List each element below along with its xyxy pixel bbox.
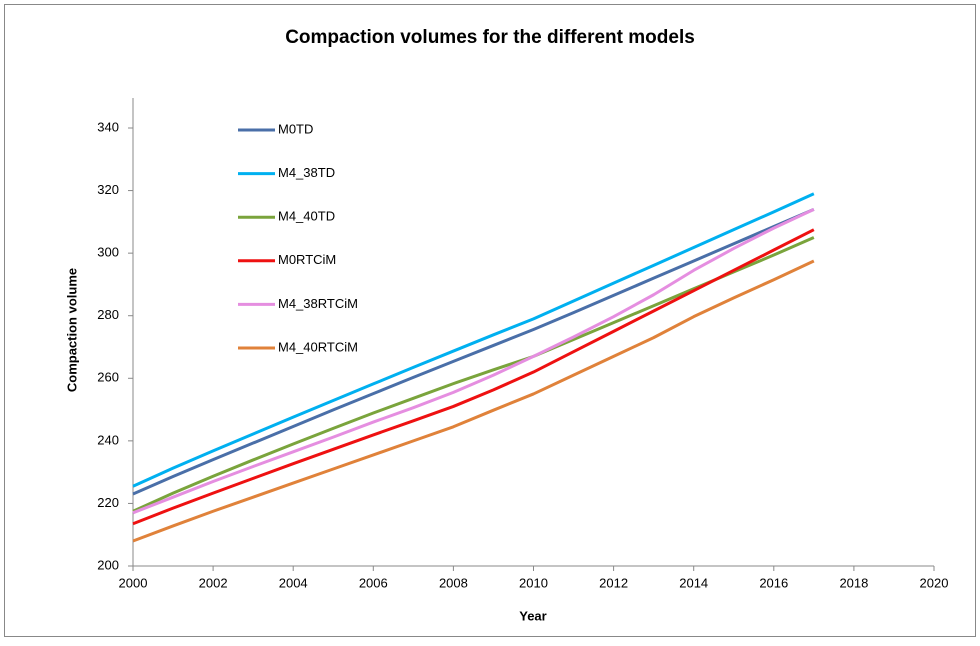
- y-tick-label: 280: [97, 307, 119, 322]
- y-tick-label: 340: [97, 119, 119, 134]
- y-tick-label: 320: [97, 182, 119, 197]
- series-line: [132, 259, 815, 543]
- x-tick-label: 2006: [359, 575, 388, 590]
- series-line: [132, 228, 815, 526]
- x-tick-label: 2020: [920, 575, 949, 590]
- y-tick-label: 220: [97, 495, 119, 510]
- x-tick-label: 2008: [439, 575, 468, 590]
- x-tick-label: 2012: [599, 575, 628, 590]
- y-axis-title: Compaction volume: [64, 268, 79, 392]
- legend-label: M4_40TD: [278, 209, 335, 224]
- y-tick-label: 260: [97, 370, 119, 385]
- chart-frame: [4, 4, 976, 637]
- x-tick-label: 2018: [839, 575, 868, 590]
- legend-label: M4_38RTCiM: [278, 296, 358, 311]
- legend-label: M0RTCiM: [278, 252, 336, 267]
- x-tick-label: 2000: [119, 575, 148, 590]
- series-line: [132, 192, 815, 488]
- y-tick-label: 240: [97, 432, 119, 447]
- series-line: [132, 207, 815, 515]
- series-line: [132, 207, 815, 496]
- chart-title: Compaction volumes for the different mod…: [285, 27, 695, 48]
- y-tick-label: 200: [97, 557, 119, 572]
- x-tick-label: 2010: [519, 575, 548, 590]
- legend-label: M0TD: [278, 121, 313, 136]
- legend-label: M4_38TD: [278, 165, 335, 180]
- x-axis-title: Year: [519, 608, 546, 623]
- y-tick-label: 300: [97, 245, 119, 260]
- x-tick-label: 2016: [759, 575, 788, 590]
- x-tick-label: 2002: [199, 575, 228, 590]
- x-tick-label: 2004: [279, 575, 308, 590]
- x-tick-label: 2014: [679, 575, 708, 590]
- legend-label: M4_40RTCiM: [278, 339, 358, 354]
